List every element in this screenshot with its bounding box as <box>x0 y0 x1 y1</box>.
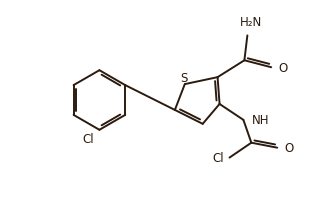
Text: Cl: Cl <box>83 132 95 145</box>
Text: O: O <box>284 141 293 154</box>
Text: Cl: Cl <box>212 151 224 164</box>
Text: NH: NH <box>252 114 270 127</box>
Text: S: S <box>180 71 187 84</box>
Text: H₂N: H₂N <box>240 15 263 28</box>
Text: O: O <box>278 61 287 74</box>
